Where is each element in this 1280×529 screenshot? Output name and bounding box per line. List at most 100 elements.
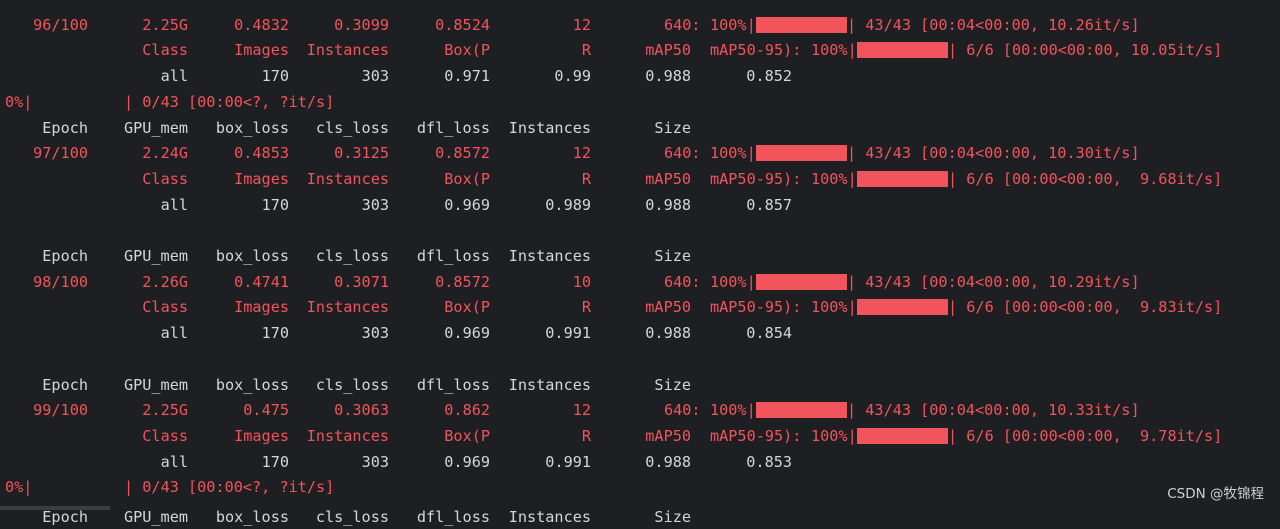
epoch-value: 96/100 (33, 15, 88, 34)
progress-tail: | 0/43 [00:00<?, ?it/s] (124, 478, 335, 497)
col-epoch: Epoch (42, 247, 88, 265)
progress-tail: | 43/43 [00:04<00:00, 10.33it/s] (847, 401, 1140, 420)
log-line: 98/100 2.26G 0.4741 0.3071 0.8572 10 640: 100%|… (0, 270, 1280, 294)
val-r-label: R (581, 169, 591, 188)
gpu-mem-value: 2.25G (142, 401, 188, 420)
percent-label: 100%| (811, 298, 857, 317)
val-instances: 303 (361, 195, 389, 214)
val-boxp-label: Box(P (444, 298, 490, 317)
col-cls-loss: cls_loss (315, 508, 389, 526)
instances-value: 12 (572, 144, 591, 163)
col-epoch: Epoch (42, 375, 88, 394)
dfl-loss-value: 0.8572 (435, 272, 490, 291)
val-class: all (160, 452, 188, 471)
log-line: Epoch GPU_mem box_loss cls_loss dfl_loss Inst… (0, 244, 1280, 268)
val-boxp: 0.969 (444, 195, 490, 214)
val-map5095-label: mAP50-95): (710, 298, 802, 317)
log-line: all 170 303 0.969 0.991 0.988 0.853 (0, 450, 1280, 474)
val-boxp: 0.969 (444, 324, 490, 343)
val-boxp-label: Box(P (444, 41, 490, 60)
gpu-mem-value: 2.24G (142, 144, 188, 163)
val-instances: 303 (361, 324, 389, 343)
progress-bar (756, 402, 847, 419)
val-class-label: Class (142, 169, 188, 188)
val-map50: 0.988 (645, 452, 691, 471)
val-class-label: Class (142, 41, 188, 60)
cls-loss-value: 0.3063 (334, 401, 389, 420)
percent-label: 100%| (710, 401, 756, 420)
progress-track (34, 99, 120, 103)
col-size: Size (654, 118, 691, 137)
col-cls-loss: cls_loss (315, 118, 389, 137)
gpu-mem-value: 2.25G (142, 15, 188, 34)
log-line: all 170 303 0.969 0.991 0.988 0.854 (0, 321, 1280, 345)
box-loss-value: 0.475 (243, 401, 289, 420)
percent-label: 100%| (710, 144, 756, 163)
instances-value: 12 (572, 401, 591, 420)
log-line: 96/100 2.25G 0.4832 0.3099 0.8524 12 640: 100%|… (0, 13, 1280, 37)
log-line: Epoch GPU_mem box_loss cls_loss dfl_loss Inst… (0, 116, 1280, 140)
scrollbar-hint (0, 506, 110, 510)
val-class-label: Class (142, 298, 188, 317)
dfl-loss-value: 0.862 (444, 401, 490, 420)
val-class: all (160, 195, 188, 214)
col-gpu-mem: GPU_mem (123, 118, 188, 137)
log-line: all 170 303 0.971 0.99 0.988 0.852 (0, 64, 1280, 88)
percent-label: 100%| (710, 272, 756, 291)
col-cls-loss: cls_loss (315, 375, 389, 394)
size-value: 640: (664, 272, 701, 291)
size-value: 640: (664, 401, 701, 420)
progress-bar (857, 299, 948, 316)
percent-label: 100%| (811, 41, 857, 60)
val-class-label: Class (142, 426, 188, 445)
progress-tail: | 0/43 [00:00<?, ?it/s] (124, 92, 335, 111)
gpu-mem-value: 2.26G (142, 272, 188, 291)
progress-tail: | 43/43 [00:04<00:00, 10.29it/s] (847, 272, 1140, 291)
log-line: Epoch GPU_mem box_loss cls_loss dfl_loss Inst… (0, 505, 1280, 529)
val-instances-label: Instances (306, 298, 389, 317)
val-r: 0.991 (545, 324, 591, 343)
box-loss-value: 0.4853 (234, 144, 289, 163)
log-line: 0%| | 0/43 [00:00<?, ?it/s] (0, 475, 1280, 499)
col-box-loss: box_loss (215, 508, 289, 526)
col-gpu-mem: GPU_mem (123, 247, 188, 265)
val-map50-label: mAP50 (645, 169, 691, 188)
progress-bar (756, 273, 847, 290)
val-r: 0.991 (545, 452, 591, 471)
percent-label: 100%| (811, 169, 857, 188)
progress-tail: | 6/6 [00:00<00:00, 9.78it/s] (948, 426, 1223, 445)
val-images: 170 (261, 452, 289, 471)
val-images-label: Images (234, 169, 289, 188)
val-images-label: Images (234, 41, 289, 60)
val-map5095: 0.853 (746, 452, 792, 471)
col-dfl-loss: dfl_loss (416, 118, 490, 137)
col-size: Size (654, 247, 691, 265)
col-size: Size (654, 508, 691, 526)
dfl-loss-value: 0.8524 (435, 15, 490, 34)
col-cls-loss: cls_loss (315, 247, 389, 265)
progress-bar (857, 427, 948, 444)
epoch-value: 97/100 (33, 144, 88, 163)
percent-label: 0%| (5, 92, 33, 111)
val-images-label: Images (234, 426, 289, 445)
val-map5095: 0.854 (746, 324, 792, 343)
val-instances: 303 (361, 67, 389, 86)
cls-loss-value: 0.3125 (334, 144, 389, 163)
instances-value: 10 (572, 272, 591, 291)
val-map50-label: mAP50 (645, 426, 691, 445)
val-images: 170 (261, 67, 289, 86)
progress-tail: | 6/6 [00:00<00:00, 9.68it/s] (948, 169, 1223, 188)
dfl-loss-value: 0.8572 (435, 144, 490, 163)
instances-value: 12 (572, 15, 591, 34)
col-instances: Instances (508, 247, 591, 265)
progress-bar (857, 170, 948, 187)
val-r: 0.989 (545, 195, 591, 214)
col-box-loss: box_loss (215, 118, 289, 137)
val-instances-label: Instances (306, 169, 389, 188)
col-instances: Instances (508, 508, 591, 526)
